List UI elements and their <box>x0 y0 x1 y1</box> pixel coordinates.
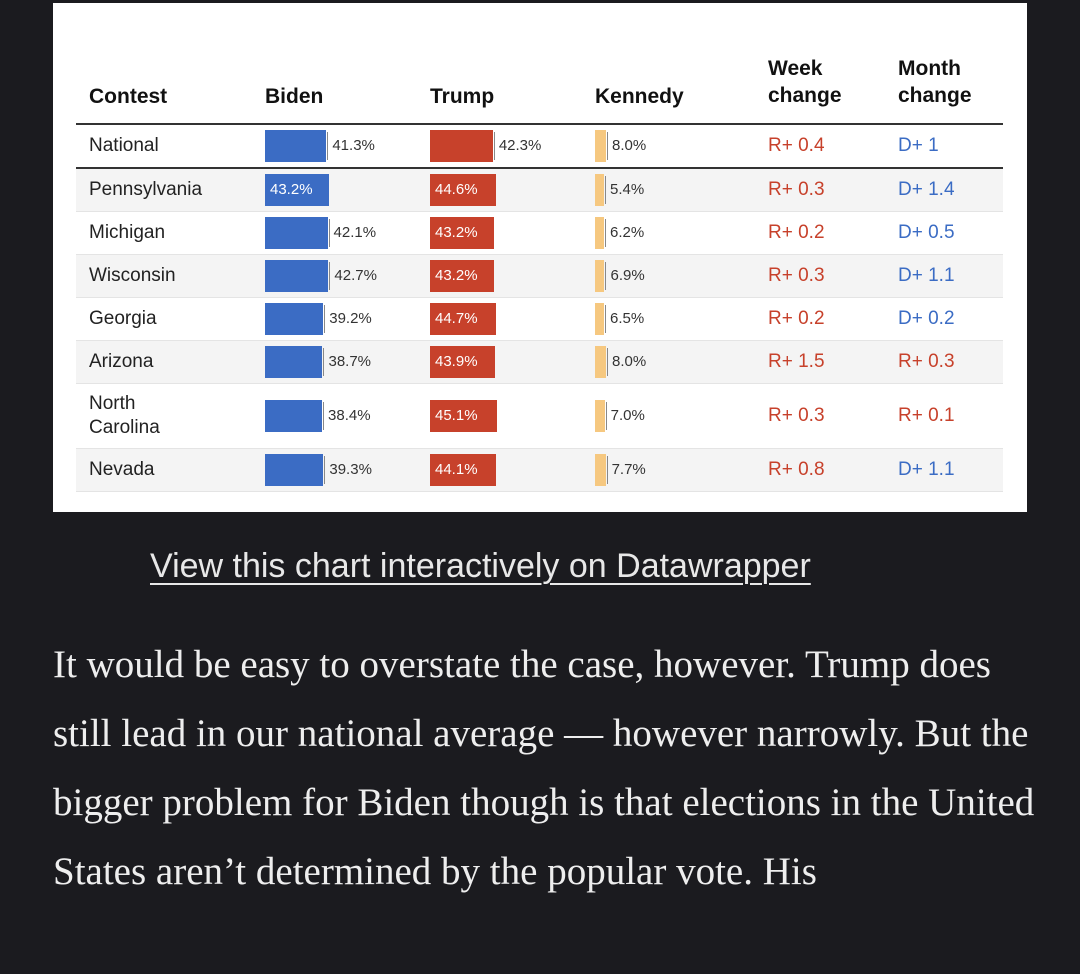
biden-value: 38.7% <box>323 348 371 376</box>
week-change-value: R+ 0.4 <box>768 135 825 156</box>
kennedy-value: 7.7% <box>606 456 646 484</box>
table-header: Contest Biden Trump Kennedy Week change … <box>76 49 1003 125</box>
biden-value: 41.3% <box>327 132 375 160</box>
month-change-value: D+ 0.2 <box>898 308 955 329</box>
header-month-change: Month change <box>898 55 972 109</box>
trump-value: 44.7% <box>435 310 478 327</box>
datawrapper-link[interactable]: View this chart interactively on Datawra… <box>150 547 811 585</box>
week-change-value: R+ 0.2 <box>768 308 825 329</box>
contest-name: Michigan <box>89 222 166 243</box>
contest-name: National <box>89 135 159 156</box>
biden-value: 39.2% <box>324 305 372 333</box>
header-week-line1: Week <box>768 57 823 80</box>
month-change-value: D+ 1.1 <box>898 459 955 480</box>
poll-table: Contest Biden Trump Kennedy Week change … <box>76 49 1003 492</box>
header-contest: Contest <box>89 85 168 108</box>
biden-bar <box>265 174 330 206</box>
month-change-value: R+ 0.3 <box>898 351 955 372</box>
contest-name: Pennsylvania <box>89 179 203 200</box>
header-week-line2: change <box>768 84 842 107</box>
article-paragraph: It would be easy to overstate the case, … <box>53 643 1035 893</box>
kennedy-bar <box>595 174 604 206</box>
trump-bar <box>430 400 497 432</box>
kennedy-bar <box>595 303 604 335</box>
trump-bar <box>430 217 495 249</box>
table-row: Nevada 39.3% 44.1% 7.7% R+ 0.8 D+ 1.1 <box>76 449 1003 492</box>
trump-bar <box>430 260 495 292</box>
table-row: Wisconsin 42.7% 43.2% 6.9% R+ 0.3 D+ 1.1 <box>76 255 1003 298</box>
contest-name: Georgia <box>89 308 157 329</box>
biden-value: 39.3% <box>324 456 372 484</box>
kennedy-bar <box>595 346 606 378</box>
trump-bar <box>430 346 496 378</box>
contest-name: North Carolina <box>89 393 160 438</box>
biden-value: 43.2% <box>270 181 313 198</box>
week-change-value: R+ 0.3 <box>768 265 825 286</box>
trump-bar <box>430 303 497 335</box>
biden-value: 42.1% <box>328 219 376 247</box>
week-change-value: R+ 0.3 <box>768 179 825 200</box>
table-row: Arizona 38.7% 43.9% 8.0% R+ 1.5 R+ 0.3 <box>76 341 1003 384</box>
trump-value: 43.2% <box>435 267 478 284</box>
month-change-value: D+ 1.4 <box>898 179 955 200</box>
table-body: National 41.3% 42.3% 8.0% R+ 0.4 D+ 1 Pennsylv… <box>76 125 1003 492</box>
kennedy-bar <box>595 400 605 432</box>
month-change-value: R+ 0.1 <box>898 405 955 426</box>
trump-bar <box>430 174 497 206</box>
trump-value: 43.2% <box>435 224 478 241</box>
kennedy-bar <box>595 454 606 486</box>
kennedy-value: 5.4% <box>605 176 644 204</box>
table-row: Pennsylvania 43.2% 44.6% 5.4% R+ 0.3 D+ 1.4 <box>76 169 1003 212</box>
week-change-value: R+ 0.2 <box>768 222 825 243</box>
month-change-value: D+ 0.5 <box>898 222 955 243</box>
contest-name: Arizona <box>89 351 154 372</box>
biden-bar <box>265 260 329 292</box>
table-row: North Carolina 38.4% 45.1% 7.0% R+ 0.3 R+ 0.1 <box>76 384 1003 449</box>
kennedy-bar <box>595 130 606 162</box>
kennedy-bar <box>595 260 605 292</box>
contest-name: Wisconsin <box>89 265 176 286</box>
biden-bar <box>265 346 323 378</box>
kennedy-bar <box>595 217 604 249</box>
table-row: National 41.3% 42.3% 8.0% R+ 0.4 D+ 1 <box>76 125 1003 169</box>
biden-bar <box>265 400 323 432</box>
table-row: Georgia 39.2% 44.7% 6.5% R+ 0.2 D+ 0.2 <box>76 298 1003 341</box>
header-biden: Biden <box>265 85 324 108</box>
trump-value: 45.1% <box>435 407 478 424</box>
kennedy-value: 6.9% <box>605 262 645 290</box>
kennedy-value: 7.0% <box>605 402 645 430</box>
kennedy-value: 8.0% <box>607 132 646 160</box>
table-row: Michigan 42.1% 43.2% 6.2% R+ 0.2 D+ 0.5 <box>76 212 1003 255</box>
trump-value: 43.9% <box>435 353 478 370</box>
week-change-value: R+ 0.8 <box>768 459 825 480</box>
header-week-change: Week change <box>768 55 842 109</box>
trump-bar <box>430 454 496 486</box>
week-change-value: R+ 0.3 <box>768 405 825 426</box>
trump-value: 42.3% <box>493 132 541 160</box>
week-change-value: R+ 1.5 <box>768 351 825 372</box>
biden-value: 42.7% <box>329 262 377 290</box>
header-month-line2: change <box>898 84 972 107</box>
biden-value: 38.4% <box>323 402 371 430</box>
poll-table-card: Contest Biden Trump Kennedy Week change … <box>53 3 1027 512</box>
biden-bar <box>265 130 327 162</box>
kennedy-value: 8.0% <box>607 348 646 376</box>
header-month-line1: Month <box>898 57 961 80</box>
month-change-value: D+ 1 <box>898 135 939 156</box>
trump-bar <box>430 130 493 162</box>
biden-bar <box>265 303 324 335</box>
header-trump: Trump <box>430 85 495 108</box>
contest-name: Nevada <box>89 459 155 480</box>
biden-bar <box>265 454 324 486</box>
month-change-value: D+ 1.1 <box>898 265 955 286</box>
kennedy-value: 6.5% <box>605 305 644 333</box>
trump-value: 44.6% <box>435 181 478 198</box>
kennedy-value: 6.2% <box>605 219 644 247</box>
header-kennedy: Kennedy <box>595 85 684 108</box>
biden-bar <box>265 217 328 249</box>
trump-value: 44.1% <box>435 461 478 478</box>
